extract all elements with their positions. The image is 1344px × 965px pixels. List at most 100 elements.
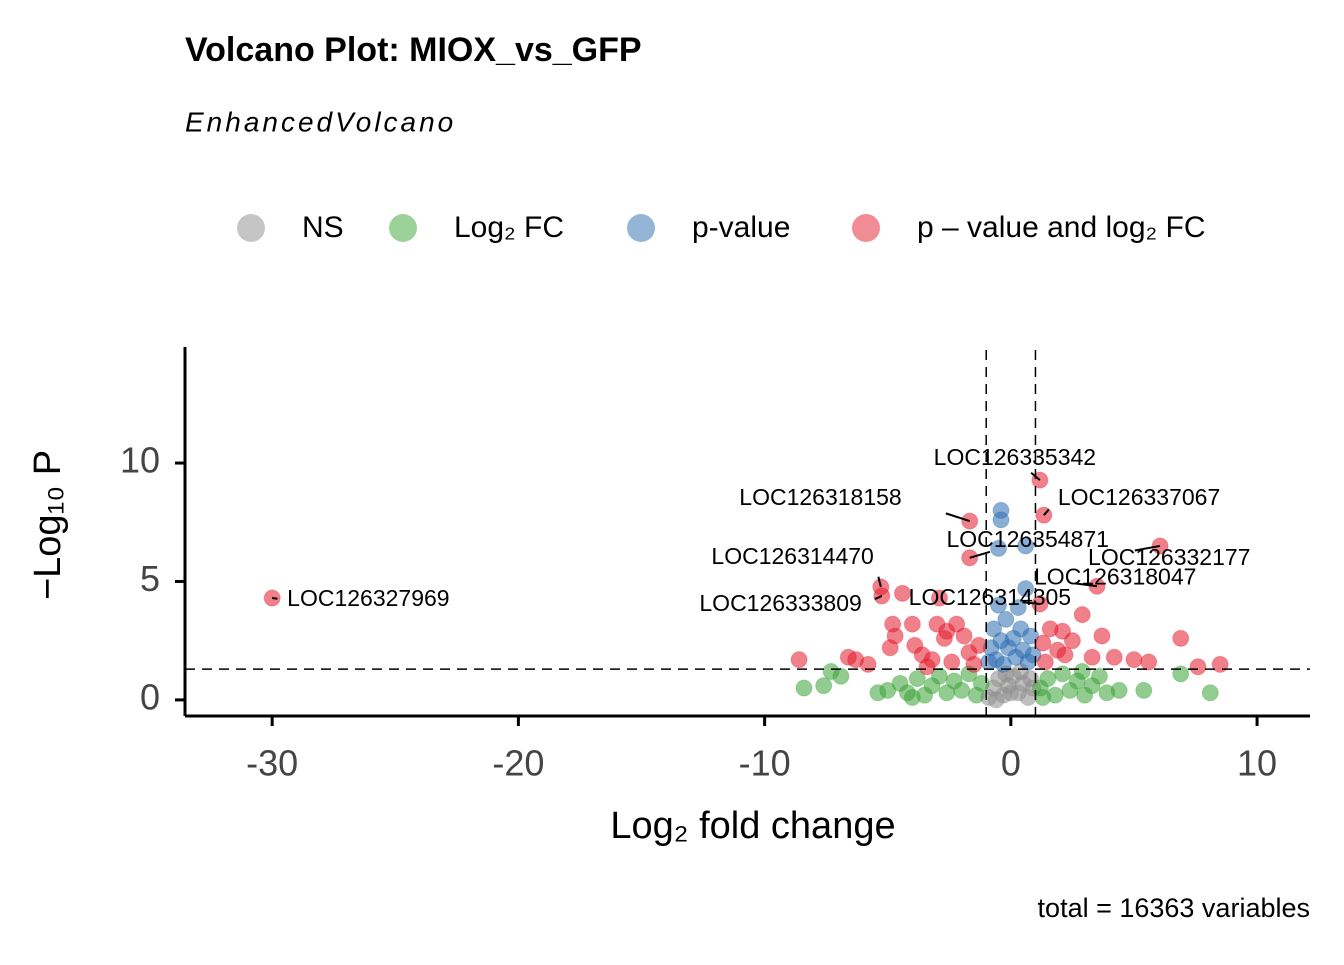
- data-point: [997, 610, 1015, 628]
- x-tick-label: -30: [246, 743, 298, 784]
- label-connector: [1030, 471, 1041, 481]
- data-point: [990, 596, 1008, 614]
- data-point: [930, 667, 948, 685]
- point-label: LOC126354871: [947, 526, 1109, 552]
- data-point: [1125, 651, 1143, 669]
- y-axis-title: −Log₁₀ P: [27, 450, 69, 600]
- point-label: LOC126327969: [287, 585, 449, 611]
- chart-subtitle: EnhancedVolcano: [185, 106, 456, 137]
- label-connector: [874, 595, 883, 600]
- data-point: [972, 674, 990, 692]
- data-point: [1189, 658, 1207, 676]
- data-point: [1034, 634, 1052, 652]
- data-point: [987, 691, 1005, 709]
- data-point: [1024, 646, 1042, 664]
- y-tick-label: 0: [140, 676, 160, 717]
- x-axis-title: Log₂ fold change: [610, 805, 895, 847]
- data-point: [1093, 627, 1111, 645]
- data-point: [970, 636, 988, 654]
- data-point: [1110, 681, 1128, 699]
- data-point: [965, 655, 983, 673]
- data-point: [1009, 599, 1027, 617]
- data-point: [1022, 670, 1040, 688]
- point-label: LOC126335342: [934, 444, 1096, 470]
- label-connector: [1043, 508, 1050, 516]
- label-connector: [272, 597, 278, 600]
- legend-marker: [852, 214, 880, 242]
- data-point: [1017, 537, 1035, 555]
- legend-label: p-value: [692, 211, 790, 244]
- label-connector: [1134, 544, 1161, 552]
- data-point: [903, 689, 921, 707]
- x-tick-label: 10: [1237, 743, 1277, 784]
- data-point: [1172, 629, 1190, 647]
- data-point: [893, 584, 911, 602]
- data-point: [1054, 665, 1072, 683]
- data-point: [1073, 662, 1091, 680]
- data-point: [1073, 606, 1091, 624]
- label-connector: [1022, 601, 1040, 605]
- data-point: [980, 653, 998, 671]
- data-point: [1211, 655, 1229, 673]
- data-point: [1056, 646, 1074, 664]
- data-point: [1135, 681, 1153, 699]
- y-tick-label: 10: [120, 440, 160, 481]
- x-tick-label: -10: [739, 743, 791, 784]
- data-point: [1201, 684, 1219, 702]
- data-point: [955, 627, 973, 645]
- legend-label: Log₂ FC: [454, 211, 564, 244]
- label-connector: [969, 550, 991, 559]
- legend-marker: [389, 214, 417, 242]
- data-point: [1034, 689, 1052, 707]
- data-point: [1063, 632, 1081, 650]
- data-point: [815, 677, 833, 695]
- data-point: [1017, 580, 1035, 598]
- data-point: [1022, 627, 1040, 645]
- point-label: LOC126318158: [739, 484, 901, 510]
- point-label: LOC126332177: [1088, 544, 1250, 570]
- legend-marker: [237, 214, 265, 242]
- data-point: [948, 615, 966, 633]
- data-point: [930, 589, 948, 607]
- legend-label: NS: [302, 211, 344, 244]
- data-point: [869, 684, 887, 702]
- legend-marker: [627, 214, 655, 242]
- data-point: [1090, 667, 1108, 685]
- chart-title: Volcano Plot: MIOX_vs_GFP: [185, 31, 642, 69]
- data-point: [953, 681, 971, 699]
- data-point: [994, 655, 1012, 673]
- x-tick-label: -20: [492, 743, 544, 784]
- data-point: [1172, 665, 1190, 683]
- label-connector: [945, 512, 971, 523]
- data-point: [1002, 684, 1020, 702]
- data-point: [790, 651, 808, 669]
- data-point: [1105, 648, 1123, 666]
- data-point: [1083, 648, 1101, 666]
- label-connector: [877, 576, 882, 588]
- point-label: LOC126314470: [711, 543, 873, 569]
- y-tick-label: 5: [140, 558, 160, 599]
- data-point: [999, 639, 1017, 657]
- point-label: LOC126318047: [1034, 563, 1196, 589]
- legend-label: p – value and log₂ FC: [917, 211, 1206, 244]
- data-point: [1140, 653, 1158, 671]
- data-point: [1039, 670, 1057, 688]
- data-point: [923, 651, 941, 669]
- data-point: [992, 511, 1010, 529]
- data-point: [943, 653, 961, 671]
- point-label: LOC126337067: [1058, 484, 1220, 510]
- x-tick-label: 0: [1001, 743, 1021, 784]
- data-point: [859, 655, 877, 673]
- data-point: [795, 679, 813, 697]
- data-point: [908, 670, 926, 688]
- data-point: [990, 539, 1008, 557]
- point-label: LOC126333809: [699, 590, 861, 616]
- data-point: [832, 667, 850, 685]
- data-point: [903, 615, 921, 633]
- data-point: [1036, 653, 1054, 671]
- point-label: LOC126314305: [909, 584, 1071, 610]
- data-point: [1054, 622, 1072, 640]
- data-point: [881, 639, 899, 657]
- label-connector: [1074, 582, 1098, 588]
